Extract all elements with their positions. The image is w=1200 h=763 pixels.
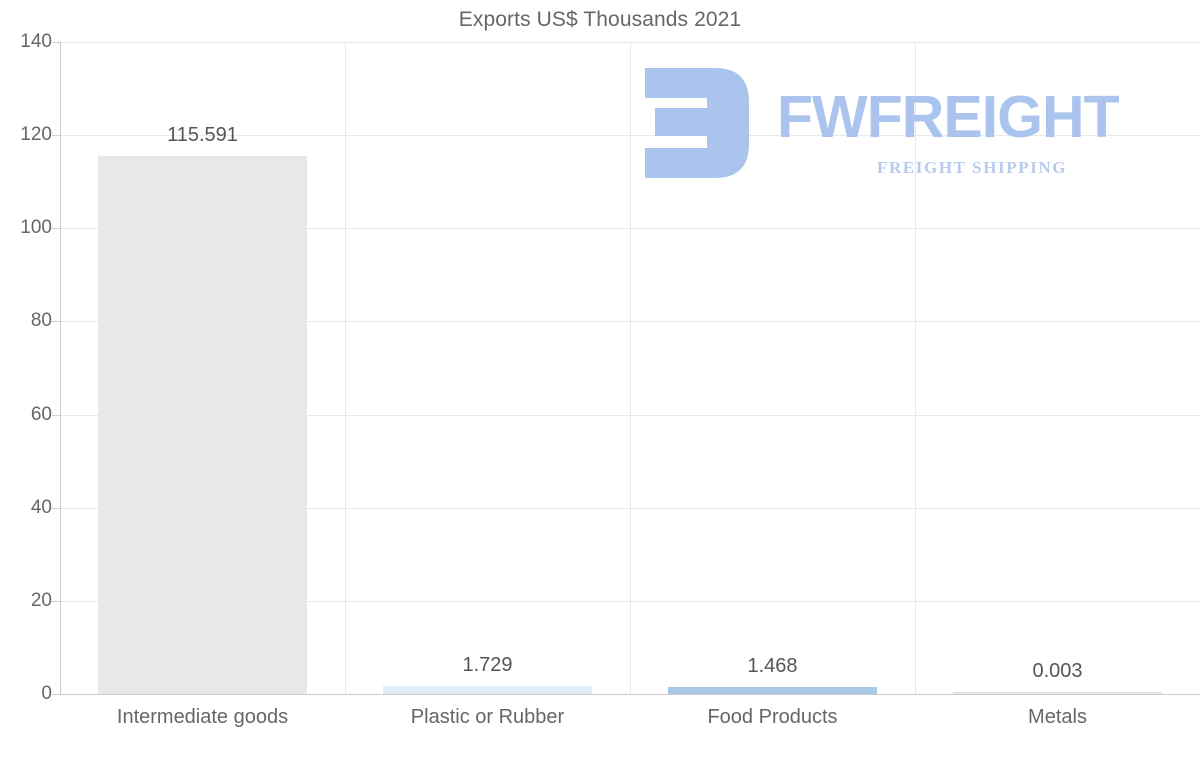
bar[interactable] [382,685,593,694]
bar[interactable] [97,155,308,694]
y-axis-tick-label: 20 [30,589,52,611]
x-axis-tick-label: Food Products [707,706,838,728]
x-axis-tick-label: Metals [1028,706,1087,728]
y-axis-tick-label: 0 [41,683,52,704]
y-axis-tick-label: 120 [20,124,52,146]
y-axis-tick-mark [52,694,60,695]
x-axis-tick-label: Intermediate goods [116,706,289,728]
bar-value-label: 115.591 [167,123,238,146]
bar-value-label: 1.468 [747,655,798,678]
x-axis-line [60,694,1200,695]
y-axis-tick-mark [52,228,60,230]
y-axis-tick-mark [52,507,60,509]
y-axis-tick-mark [52,135,60,137]
bar[interactable] [667,687,878,694]
x-axis-tick-label: Plastic or Rubber [410,706,565,728]
bar-value-label: 1.729 [462,653,513,676]
bar[interactable] [952,692,1163,694]
chart-title: Exports US$ Thousands 2021 [458,8,742,31]
y-axis-tick-label: 60 [30,403,52,425]
y-axis-tick-mark [52,321,60,323]
y-axis-tick-label: 100 [20,217,52,239]
y-axis-tick-label: 80 [30,310,52,332]
gridline-vertical [630,42,631,694]
y-axis-line [60,42,61,694]
y-axis-tick-mark [52,600,60,602]
y-axis-tick-label: 140 [20,31,52,52]
y-axis-tick-mark [52,42,60,43]
bar-value-label: 0.003 [1032,660,1083,682]
y-axis-tick-label: 40 [30,496,52,518]
y-axis-tick-mark [52,414,60,416]
gridline-vertical [345,42,346,694]
gridline-vertical [915,42,916,694]
